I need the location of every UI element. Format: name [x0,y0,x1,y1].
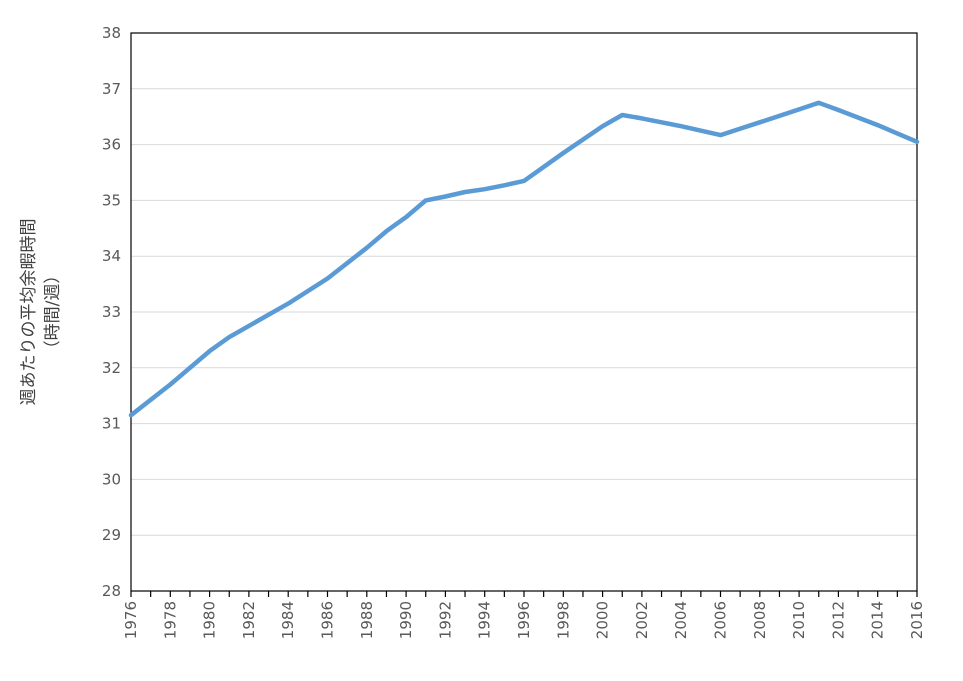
series-line-0 [128,100,920,418]
y-tick-label-29: 29 [102,526,121,544]
x-tick-label-2002: 2002 [633,601,651,639]
x-tick-label-2014: 2014 [869,601,887,639]
x-tick-label-2010: 2010 [790,601,808,639]
x-tick-label-1996: 1996 [515,601,533,639]
y-tick-label-34: 34 [102,247,121,265]
x-tick-label-2016: 2016 [908,601,926,639]
x-tick-label-2004: 2004 [672,601,690,639]
x-axis-tick-labels: 1976 1978 1980 1982 1984 1986 1988 1990 1992 1994… [122,601,926,639]
x-tick-label-2012: 2012 [829,601,847,639]
x-tick-label-1994: 1994 [476,601,494,639]
x-tick-label-1982: 1982 [240,601,258,639]
y-tick-label-33: 33 [102,303,121,321]
y-tick-label-38: 38 [102,24,121,42]
x-tick-label-1988: 1988 [358,601,376,639]
x-tick-label-1998: 1998 [554,601,572,639]
x-tick-label-1990: 1990 [397,601,415,639]
x-tick-label-1984: 1984 [279,601,297,639]
y-axis-label-line2: （時間/週） [43,267,63,358]
series-group [128,100,920,418]
x-tick-label-1992: 1992 [436,601,454,639]
y-tick-label-32: 32 [102,359,121,377]
x-tick-label-1978: 1978 [161,601,179,639]
y-tick-label-35: 35 [102,191,121,209]
y-tick-label-30: 30 [102,470,121,488]
x-axis-ticks [130,591,918,597]
y-tick-label-28: 28 [102,582,121,600]
y-axis-label: 週あたりの平均余暇時間 （時間/週） [19,219,63,406]
x-tick-label-2006: 2006 [712,601,730,639]
gridlines [131,32,917,592]
y-axis-tick-labels: 28 29 30 31 32 33 34 35 36 37 38 [102,24,121,600]
y-tick-label-36: 36 [102,136,121,154]
x-tick-label-2000: 2000 [594,601,612,639]
y-tick-label-37: 37 [102,80,121,98]
x-tick-label-1976: 1976 [122,601,140,639]
x-tick-label-1980: 1980 [201,601,219,639]
y-tick-label-31: 31 [102,415,121,433]
y-axis-label-line1: 週あたりの平均余暇時間 [19,219,39,406]
x-tick-label-2008: 2008 [751,601,769,639]
x-tick-label-1986: 1986 [319,601,337,639]
